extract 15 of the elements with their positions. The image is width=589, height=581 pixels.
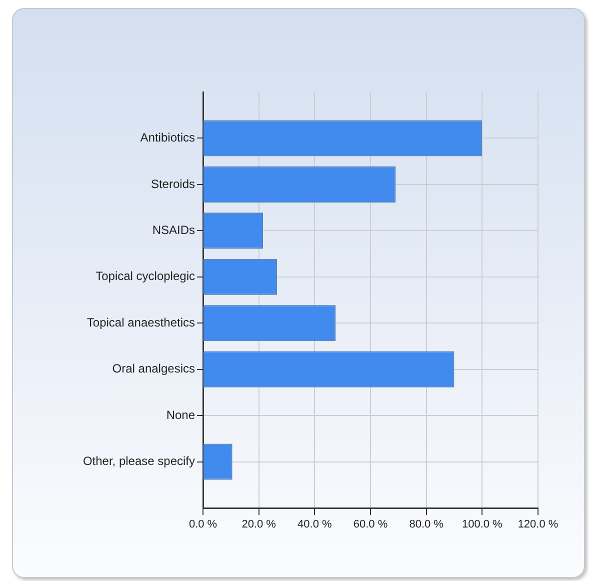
x-tick-label: 120.0 % (518, 518, 558, 531)
x-tick-label: 40.0 % (298, 518, 332, 531)
x-tick-label: 60.0 % (353, 518, 388, 531)
y-tick-label: None (166, 408, 196, 422)
x-tick-label: 100.0 % (462, 518, 503, 531)
y-tick-label: Antibiotics (140, 130, 195, 145)
x-tick-label: 0.0 % (188, 518, 218, 531)
y-tick-label: Oral analgesics (112, 362, 195, 376)
y-tick-label: Other, please specify (82, 454, 195, 468)
y-tick-label: NSAIDs (152, 222, 195, 237)
x-tick-label: 80.0 % (409, 518, 444, 531)
x-tick-label: 20.0 % (242, 518, 276, 531)
y-tick-label: Topical anaesthetics (86, 315, 195, 330)
y-tick-label: Topical cycloplegic (96, 269, 195, 284)
y-tick-label: Steroids (150, 176, 195, 191)
